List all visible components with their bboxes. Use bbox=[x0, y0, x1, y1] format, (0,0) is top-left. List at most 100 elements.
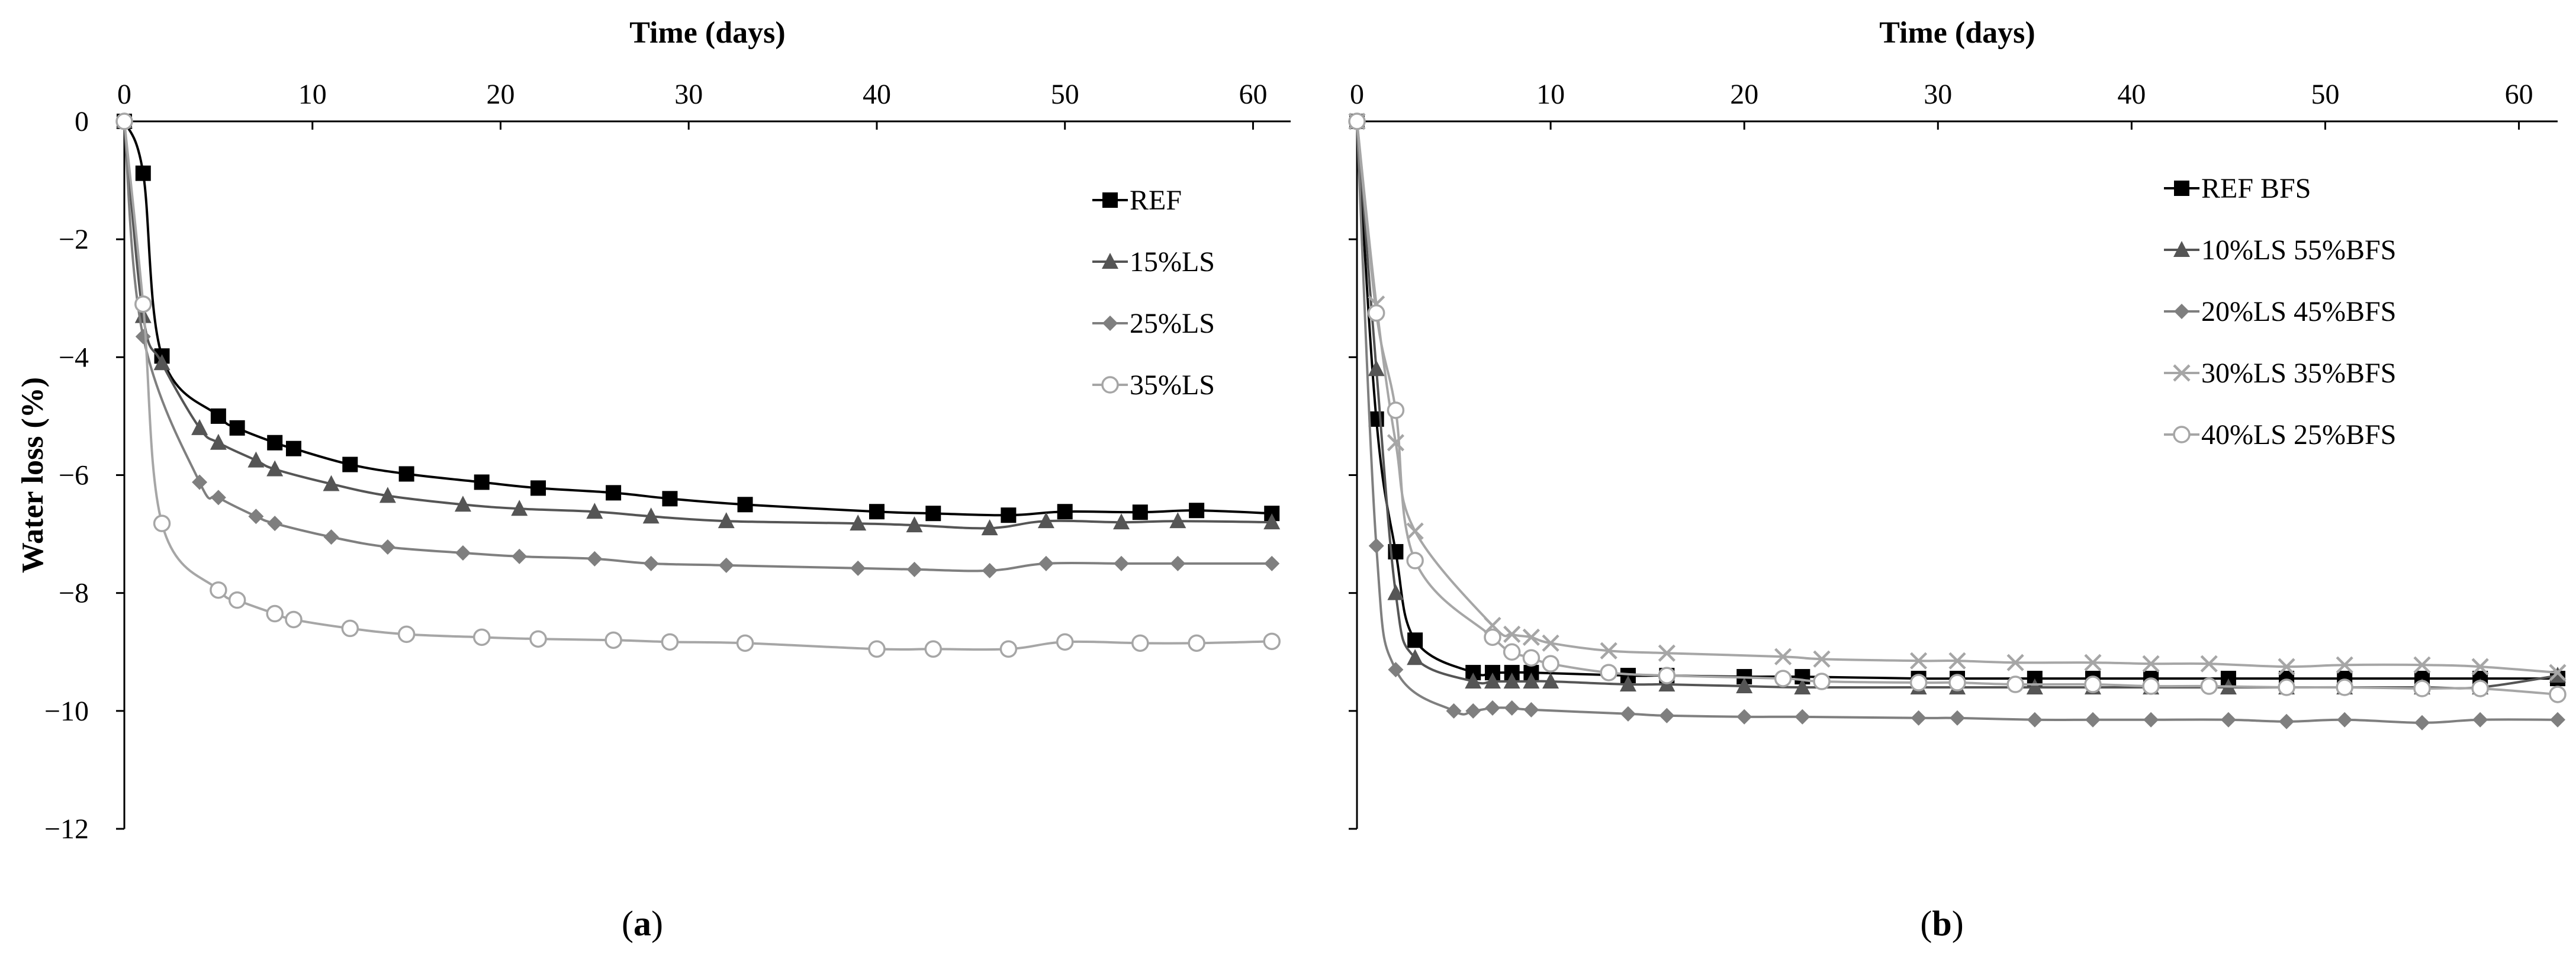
data-point bbox=[1774, 648, 1792, 665]
data-point bbox=[604, 631, 622, 649]
data-point bbox=[981, 519, 998, 536]
data-point bbox=[1736, 677, 1753, 694]
panel-label-open: ( bbox=[622, 904, 633, 943]
legend-label: REF bbox=[1130, 185, 1182, 216]
x-tick-label: 40 bbox=[863, 79, 891, 110]
data-point bbox=[380, 539, 395, 555]
data-point bbox=[1368, 538, 1384, 554]
x-tick-label: 60 bbox=[2505, 79, 2533, 110]
data-point bbox=[1813, 650, 1831, 668]
data-point bbox=[1620, 706, 1636, 722]
data-point bbox=[1388, 662, 1404, 678]
data-point bbox=[2142, 677, 2160, 695]
data-point bbox=[1188, 634, 1205, 652]
data-point bbox=[323, 475, 340, 491]
data-point bbox=[1057, 504, 1073, 520]
data-point bbox=[1522, 649, 1541, 667]
data-point bbox=[1658, 667, 1676, 684]
data-point bbox=[134, 295, 152, 313]
data-point bbox=[229, 420, 245, 436]
data-point bbox=[285, 440, 301, 456]
data-point bbox=[454, 496, 471, 512]
y-tick-label: −12 bbox=[44, 813, 89, 845]
data-point bbox=[869, 504, 885, 520]
legend-label: 10%LS 55%BFS bbox=[2201, 234, 2396, 266]
data-point bbox=[2549, 686, 2567, 703]
data-point bbox=[2549, 667, 2566, 683]
data-point bbox=[925, 506, 941, 522]
panel-label-letter: a bbox=[633, 904, 651, 943]
data-point bbox=[210, 408, 226, 424]
data-point bbox=[1407, 632, 1423, 648]
data-point bbox=[1368, 360, 1385, 377]
data-point bbox=[1264, 555, 1280, 571]
data-point bbox=[1446, 703, 1462, 719]
data-point bbox=[906, 561, 922, 577]
data-point bbox=[2472, 712, 2488, 728]
data-point bbox=[135, 165, 151, 181]
data-point bbox=[266, 604, 284, 623]
x-tick-label: 60 bbox=[1239, 79, 1267, 110]
data-point bbox=[1189, 503, 1205, 519]
data-point bbox=[1503, 625, 1521, 643]
data-point bbox=[1909, 652, 1928, 670]
data-point bbox=[1367, 304, 1385, 322]
data-point bbox=[906, 516, 923, 533]
data-point bbox=[2278, 658, 2295, 676]
data-point bbox=[2085, 712, 2101, 728]
legend-label: 30%LS 35%BFS bbox=[2201, 358, 2396, 389]
data-point bbox=[266, 460, 284, 477]
legend-marker bbox=[2174, 304, 2189, 319]
legend-marker bbox=[2173, 241, 2190, 257]
data-point bbox=[606, 485, 622, 501]
data-point bbox=[1542, 634, 1559, 652]
data-point bbox=[661, 633, 679, 651]
data-point bbox=[1169, 512, 1186, 529]
x-tick-label: 50 bbox=[1051, 79, 1079, 110]
panel-label: (b) bbox=[1920, 904, 1963, 943]
x-tick-label: 0 bbox=[1350, 79, 1364, 110]
data-point bbox=[1909, 674, 1928, 691]
data-point bbox=[642, 507, 660, 524]
data-point bbox=[342, 456, 358, 472]
data-point bbox=[511, 500, 528, 516]
data-point bbox=[1263, 632, 1281, 651]
data-point bbox=[247, 451, 265, 468]
data-point bbox=[662, 491, 678, 507]
data-point bbox=[1619, 676, 1636, 692]
panel-label: (a) bbox=[622, 904, 663, 943]
data-point bbox=[2006, 654, 2024, 671]
data-point bbox=[1113, 513, 1130, 530]
legend-marker bbox=[2173, 364, 2191, 382]
data-point bbox=[2084, 654, 2102, 671]
data-point bbox=[2220, 712, 2236, 728]
x-tick-label: 50 bbox=[2311, 79, 2339, 110]
data-point bbox=[455, 545, 471, 561]
chart-panel-a: 0 10 20 30 40 50 60 0 −2 −4 −6 −8 −10 −12 Time (days) W… bbox=[16, 16, 1291, 943]
x-tick-label: 10 bbox=[1536, 79, 1565, 110]
data-point bbox=[341, 619, 359, 638]
legend-marker bbox=[1101, 376, 1119, 394]
data-point bbox=[2200, 655, 2218, 673]
data-point bbox=[982, 562, 998, 578]
legend-marker bbox=[1102, 253, 1118, 269]
data-point bbox=[285, 610, 303, 629]
data-point bbox=[2337, 712, 2353, 728]
data-point bbox=[2200, 677, 2218, 695]
legend-marker bbox=[1102, 316, 1118, 331]
legend-marker bbox=[2173, 426, 2191, 443]
data-point bbox=[1001, 507, 1017, 523]
data-point bbox=[192, 474, 208, 490]
y-tick-label: −4 bbox=[59, 342, 89, 373]
data-point bbox=[1131, 634, 1149, 652]
data-point bbox=[1504, 700, 1520, 716]
data-point bbox=[1484, 628, 1501, 646]
data-point bbox=[2142, 655, 2160, 673]
series-line-2 bbox=[123, 121, 1272, 530]
data-point bbox=[1948, 674, 1966, 691]
data-point bbox=[2279, 713, 2295, 729]
x-tick-label: 20 bbox=[1730, 79, 1758, 110]
data-point bbox=[1542, 655, 1559, 673]
data-point bbox=[530, 480, 546, 496]
